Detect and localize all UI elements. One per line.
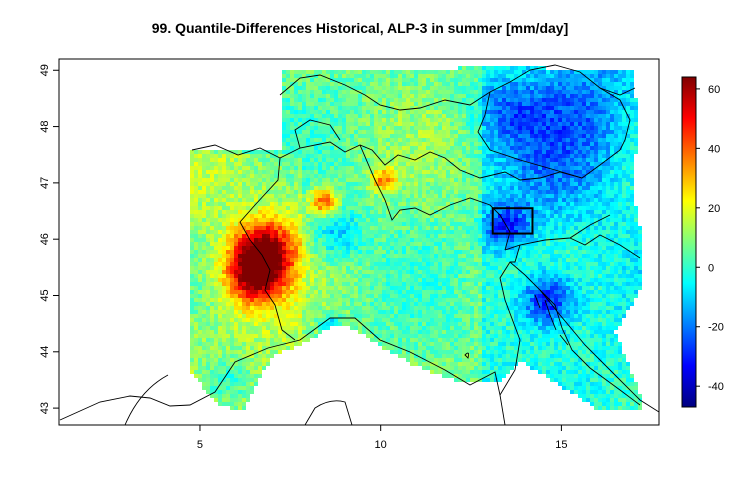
x-axis: 5 10 15 [197, 425, 568, 451]
colorbar-tick-label: 20 [708, 203, 720, 215]
highlight-region-box [491, 207, 534, 235]
map-title: 99. Quantile-Differences Historical, ALP… [151, 20, 569, 36]
x-tick-label: 5 [197, 439, 203, 451]
colorbar-tick-label: 40 [708, 143, 720, 155]
y-tick-label: 45 [39, 289, 51, 301]
colorbar-tick-label: 0 [708, 262, 714, 274]
colorbar-tick-label: 60 [708, 84, 720, 96]
country-borders [59, 64, 659, 425]
colorbar-tick-label: -40 [708, 381, 724, 393]
y-tick-label: 43 [39, 402, 51, 414]
colorbar-ticks: 60 40 20 0 -20 -40 [696, 84, 724, 393]
y-axis: 43 44 45 46 47 48 49 [39, 64, 59, 414]
y-tick-label: 49 [39, 64, 51, 76]
colorbar-scale [681, 76, 697, 408]
colorbar: 60 40 20 0 -20 -40 [681, 76, 724, 408]
x-tick-label: 15 [555, 439, 567, 451]
plot-frame [58, 58, 660, 426]
y-tick-label: 48 [39, 120, 51, 132]
data-raster [190, 66, 642, 410]
colorbar-tick-label: -20 [708, 322, 724, 334]
y-tick-label: 47 [39, 177, 51, 189]
y-tick-label: 44 [39, 346, 51, 358]
x-tick-label: 10 [375, 439, 387, 451]
y-tick-label: 46 [39, 233, 51, 245]
